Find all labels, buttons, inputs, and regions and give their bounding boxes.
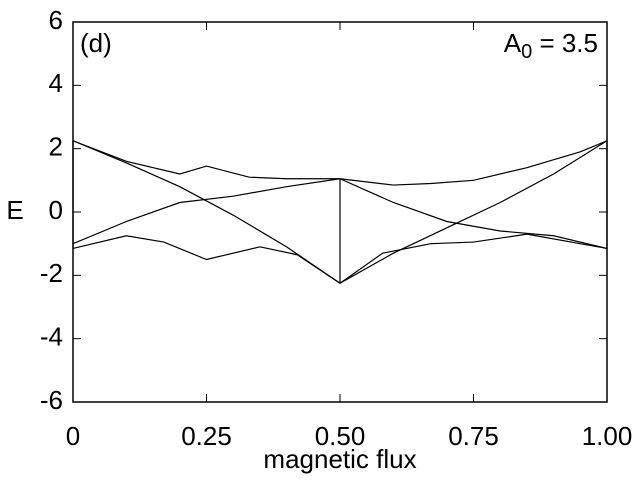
y-tick-label: -4 (40, 322, 63, 352)
y-tick-label: -6 (40, 385, 63, 415)
data-line (72, 140, 608, 186)
y-tick-label: -2 (40, 258, 63, 288)
data-line (339, 178, 608, 250)
data-line (339, 140, 608, 284)
x-tick-label: 0.25 (181, 421, 232, 451)
x-tick-label: 0 (66, 421, 80, 451)
panel-label: (d) (80, 28, 112, 58)
x-axis-label: magnetic flux (263, 444, 416, 474)
x-tick-label: 0.75 (448, 421, 499, 451)
parameter-text: = 3.5 (532, 28, 598, 58)
y-tick-label: 6 (49, 5, 63, 35)
x-tick-label: 0.50 (315, 421, 366, 451)
y-axis-label: E (6, 195, 23, 225)
x-tick-label: 1.00 (582, 421, 633, 451)
y-tick-label: 4 (49, 68, 63, 98)
parameter-symbol: A (504, 28, 522, 58)
data-line (72, 178, 341, 245)
y-tick-label: 0 (49, 195, 63, 225)
parameter-label: A0 = 3.5 (504, 28, 598, 63)
y-tick-label: 2 (49, 132, 63, 162)
data-line (72, 140, 341, 284)
parameter-subscript: 0 (521, 41, 532, 63)
